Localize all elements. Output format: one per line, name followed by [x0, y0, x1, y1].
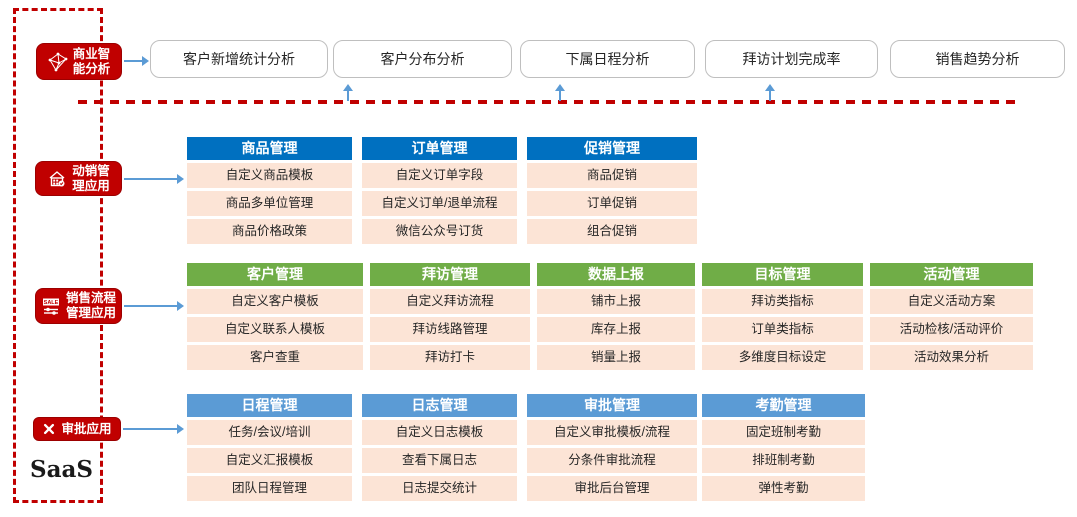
table-header: 商品管理: [187, 137, 352, 160]
table-cell: 日志提交统计: [362, 476, 517, 501]
table-header: 日志管理: [362, 394, 517, 417]
table-cell: 铺市上报: [537, 289, 695, 314]
table-header: 审批管理: [527, 394, 697, 417]
table-cell: 微信公众号订货: [362, 219, 517, 244]
feature-table-promo-mgmt: 促销管理 商品促销 订单促销 组合促销: [527, 137, 697, 247]
table-cell: 自定义审批模板/流程: [527, 420, 697, 445]
bi-box: 客户分布分析: [333, 40, 512, 78]
up-arrow: [764, 84, 776, 101]
label-sales-process-app: SALE 销售流程 管理应用: [35, 288, 122, 324]
table-cell: 排班制考勤: [702, 448, 865, 473]
table-cell: 商品促销: [527, 163, 697, 188]
table-cell: 订单促销: [527, 191, 697, 216]
table-cell: 销量上报: [537, 345, 695, 370]
label-text: 动销管 理应用: [72, 163, 110, 193]
right-arrow: [124, 56, 149, 66]
table-header: 拜访管理: [370, 263, 530, 286]
right-arrow: [124, 174, 184, 184]
feature-table-schedule-mgmt: 日程管理 任务/会议/培训 自定义汇报模板 团队日程管理: [187, 394, 352, 504]
table-header: 日程管理: [187, 394, 352, 417]
table-cell: 任务/会议/培训: [187, 420, 352, 445]
table-cell: 自定义拜访流程: [370, 289, 530, 314]
table-header: 客户管理: [187, 263, 363, 286]
feature-table-attendance-mgmt: 考勤管理 固定班制考勤 排班制考勤 弹性考勤: [702, 394, 865, 504]
table-cell: 客户查重: [187, 345, 363, 370]
store-icon: [49, 170, 65, 186]
table-header: 订单管理: [362, 137, 517, 160]
bi-box: 客户新增统计分析: [150, 40, 328, 78]
table-cell: 自定义汇报模板: [187, 448, 352, 473]
table-cell: 自定义联系人模板: [187, 317, 363, 342]
table-cell: 分条件审批流程: [527, 448, 697, 473]
right-arrow: [124, 301, 184, 311]
feature-table-approval-mgmt: 审批管理 自定义审批模板/流程 分条件审批流程 审批后台管理: [527, 394, 697, 504]
table-cell: 审批后台管理: [527, 476, 697, 501]
feature-table-activity-mgmt: 活动管理 自定义活动方案 活动检核/活动评价 活动效果分析: [870, 263, 1033, 373]
table-cell: 库存上报: [537, 317, 695, 342]
table-cell: 自定义活动方案: [870, 289, 1033, 314]
table-cell: 订单类指标: [702, 317, 863, 342]
table-cell: 组合促销: [527, 219, 697, 244]
feature-table-order-mgmt: 订单管理 自定义订单字段 自定义订单/退单流程 微信公众号订货: [362, 137, 517, 247]
feature-table-customer-mgmt: 客户管理 自定义客户模板 自定义联系人模板 客户查重: [187, 263, 363, 373]
label-text: 销售流程 管理应用: [65, 291, 116, 320]
up-arrow: [554, 84, 566, 101]
table-cell: 商品多单位管理: [187, 191, 352, 216]
label-business-intelligence: 商业智 能分析: [36, 43, 122, 80]
table-header: 活动管理: [870, 263, 1033, 286]
table-cell: 固定班制考勤: [702, 420, 865, 445]
table-cell: 商品价格政策: [187, 219, 352, 244]
label-text: 商业智 能分析: [72, 46, 111, 76]
label-sales-promotion-app: 动销管 理应用: [35, 161, 122, 196]
table-cell: 自定义订单字段: [362, 163, 517, 188]
table-cell: 活动效果分析: [870, 345, 1033, 370]
feature-table-journal-mgmt: 日志管理 自定义日志模板 查看下属日志 日志提交统计: [362, 394, 517, 504]
saas-brand-text: SaaS: [30, 456, 94, 483]
crossed-tools-icon: [44, 423, 55, 435]
table-cell: 查看下属日志: [362, 448, 517, 473]
saas-dashed-boundary: [13, 8, 103, 503]
table-header: 考勤管理: [702, 394, 865, 417]
feature-table-visit-mgmt: 拜访管理 自定义拜访流程 拜访线路管理 拜访打卡: [370, 263, 530, 373]
table-cell: 拜访打卡: [370, 345, 530, 370]
table-cell: 弹性考勤: [702, 476, 865, 501]
table-cell: 拜访类指标: [702, 289, 863, 314]
table-cell: 多维度目标设定: [702, 345, 863, 370]
table-cell: 自定义订单/退单流程: [362, 191, 517, 216]
bi-box: 拜访计划完成率: [705, 40, 878, 78]
table-cell: 自定义商品模板: [187, 163, 352, 188]
right-arrow: [123, 424, 184, 434]
table-cell: 拜访线路管理: [370, 317, 530, 342]
table-cell: 自定义客户模板: [187, 289, 363, 314]
svg-text:SALE: SALE: [44, 300, 59, 306]
bi-connector-dashed-line: [78, 100, 1017, 104]
table-header: 目标管理: [702, 263, 863, 286]
label-approval-app: 审批应用: [33, 417, 121, 441]
feature-table-product-mgmt: 商品管理 自定义商品模板 商品多单位管理 商品价格政策: [187, 137, 352, 247]
table-header: 数据上报: [537, 263, 695, 286]
feature-table-data-report: 数据上报 铺市上报 库存上报 销量上报: [537, 263, 695, 373]
label-text: 审批应用: [61, 421, 112, 436]
up-arrow: [342, 84, 354, 101]
table-header: 促销管理: [527, 137, 697, 160]
feature-table-target-mgmt: 目标管理 拜访类指标 订单类指标 多维度目标设定: [702, 263, 863, 373]
bi-box: 销售趋势分析: [890, 40, 1065, 78]
network-analysis-icon: [48, 52, 68, 71]
sale-tag-icon: SALE: [42, 298, 59, 315]
table-cell: 活动检核/活动评价: [870, 317, 1033, 342]
table-cell: 团队日程管理: [187, 476, 352, 501]
bi-box: 下属日程分析: [520, 40, 695, 78]
table-cell: 自定义日志模板: [362, 420, 517, 445]
